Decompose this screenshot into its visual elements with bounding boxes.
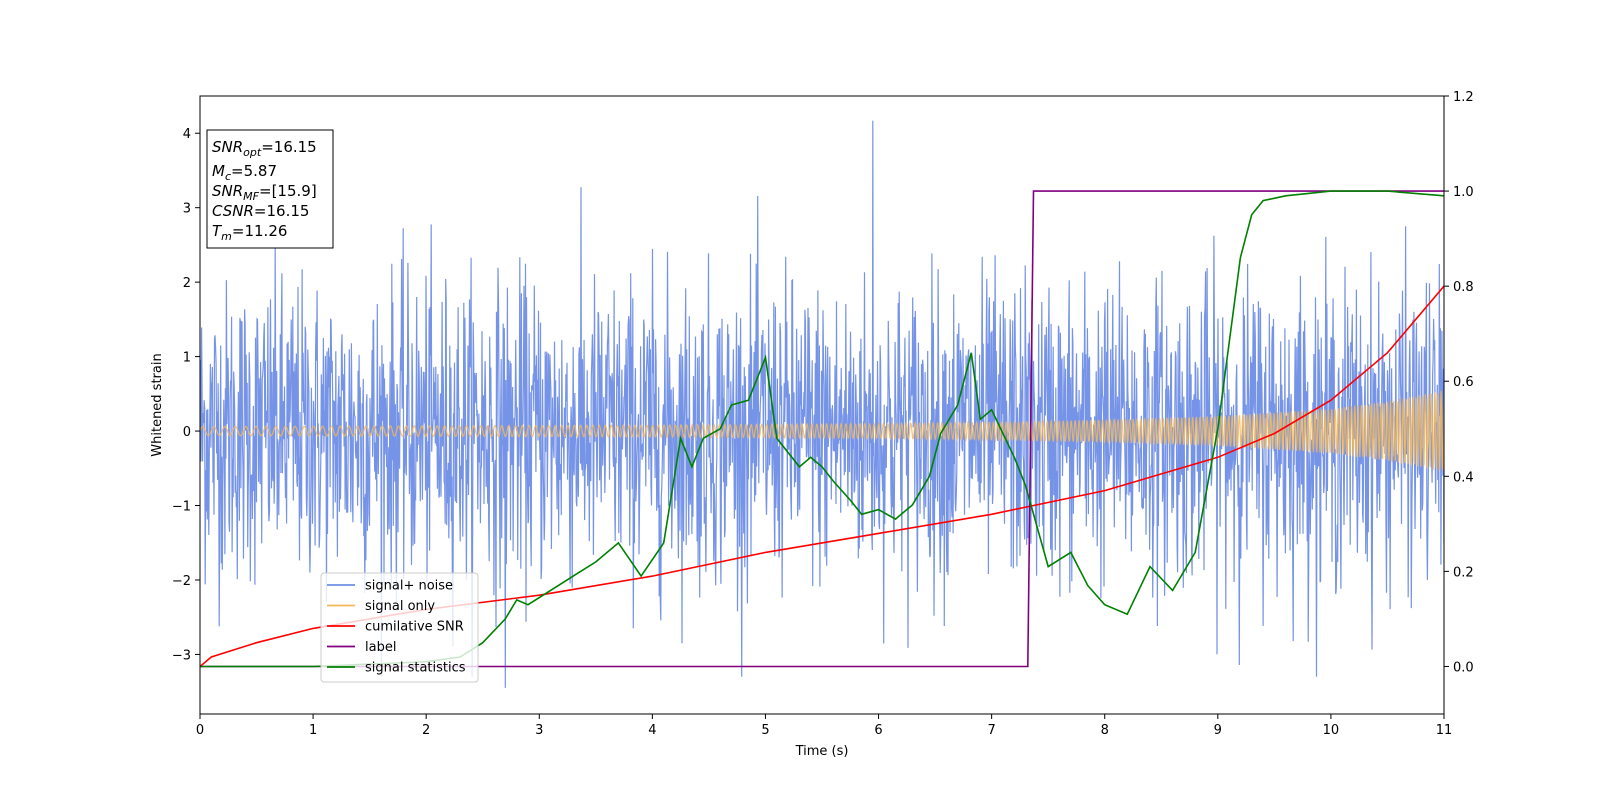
y-left-tick-label: −3 — [172, 648, 191, 663]
x-tick-label: 2 — [422, 723, 430, 738]
y-left-tick-label: 4 — [183, 127, 191, 142]
x-tick-label: 11 — [1436, 723, 1453, 738]
y-right-tick-label: 0.4 — [1453, 470, 1474, 485]
legend: signal+ noise signal only cumilative SNR la… — [320, 572, 479, 683]
y-right-tick-label: 1.0 — [1453, 185, 1474, 200]
y-right-tick-label: 0.0 — [1453, 660, 1474, 675]
annotation-box: SNRopt=16.15 Mc=5.87SNRMF=[15.9]CSNR=16.1… — [206, 129, 334, 249]
plot-series — [200, 120, 1444, 688]
x-tick-label: 0 — [196, 723, 204, 738]
legend-entry: signal statistics — [365, 661, 466, 676]
x-tick-label: 7 — [987, 723, 995, 738]
y-axis-label: Whitened strain — [150, 353, 165, 456]
x-axis-label: Time (s) — [795, 744, 849, 759]
legend-entry: label — [365, 640, 396, 655]
y-left-tick-label: 1 — [183, 351, 191, 366]
y-left-tick-label: −1 — [172, 500, 191, 515]
x-tick-label: 3 — [535, 723, 543, 738]
legend-entry: cumilative SNR — [365, 620, 464, 635]
x-tick-label: 9 — [1214, 723, 1222, 738]
y-right-tick-label: 0.2 — [1453, 565, 1474, 580]
y-axis-left: −3 −2 −1 0 1 2 3 4 — [172, 127, 200, 663]
legend-entry: signal+ noise — [365, 579, 453, 594]
annotation-line: SNRMF=[15.9] — [212, 182, 317, 203]
annotation-line: SNRopt=16.15 — [212, 138, 317, 159]
y-left-tick-label: 2 — [183, 276, 191, 291]
x-tick-label: 6 — [874, 723, 882, 738]
series-signal-noise — [200, 120, 1444, 688]
y-right-tick-label: 0.6 — [1453, 375, 1474, 390]
y-axis-right: 0.0 0.2 0.4 0.6 0.8 1.0 1.2 — [1444, 90, 1474, 675]
x-tick-label: 8 — [1101, 723, 1109, 738]
y-left-tick-label: 0 — [183, 425, 191, 440]
plot-frame — [199, 95, 1445, 715]
series-signal-only — [200, 390, 1444, 471]
y-left-tick-label: −2 — [172, 574, 191, 589]
series-cumulative-snr — [200, 285, 1444, 668]
y-right-tick-label: 0.8 — [1453, 280, 1474, 295]
legend-entry: signal only — [365, 599, 435, 614]
x-tick-label: 5 — [761, 723, 769, 738]
annotation-line: CSNR=16.15 — [212, 202, 309, 220]
series-label — [200, 190, 1444, 668]
annotation-line: Mc=5.87 — [212, 162, 277, 183]
x-tick-label: 4 — [648, 723, 656, 738]
annotation-line: Tm=11.26 — [212, 222, 287, 243]
x-tick-label: 1 — [309, 723, 317, 738]
y-left-tick-label: 3 — [183, 202, 191, 217]
x-tick-label: 10 — [1323, 723, 1340, 738]
series-signal-statistics — [200, 190, 1444, 668]
x-axis: 0 1 2 3 4 5 6 7 8 9 10 11 — [196, 714, 1452, 738]
y-right-tick-label: 1.2 — [1453, 90, 1474, 105]
